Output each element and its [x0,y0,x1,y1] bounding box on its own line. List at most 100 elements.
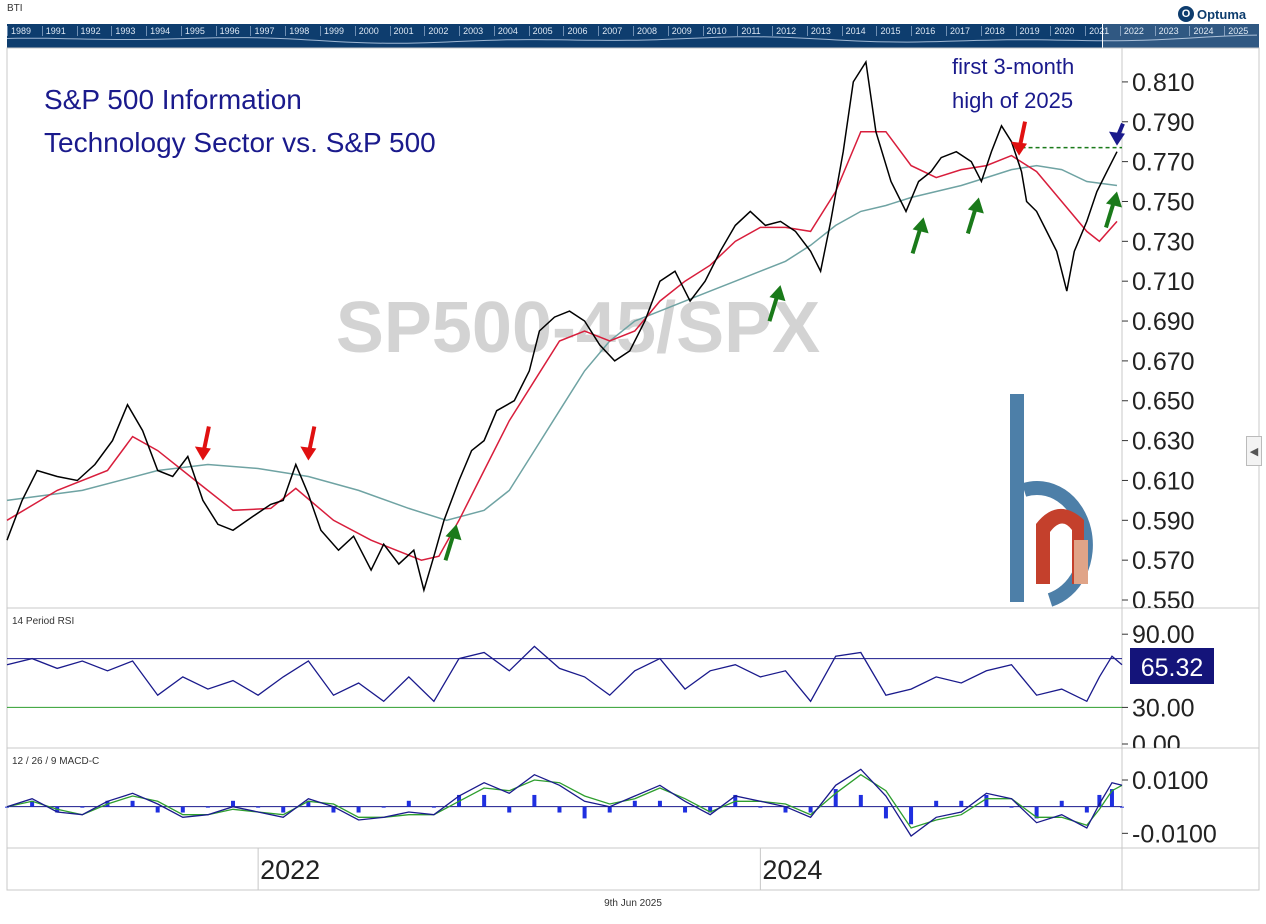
macd-histogram-bar [356,806,361,813]
macd-histogram-bar [205,806,210,808]
macd-histogram-bar [984,794,989,807]
macd-histogram-bar [331,806,336,813]
macd-panel-frame [6,747,1260,849]
rsi-panel-title: 14 Period RSI [12,616,74,627]
price-y-axis: 0.810 0.790 0.770 0.750 0.730 0.710 0.690 0.670… [1122,69,1195,615]
timeline-year-label: 1989 [7,26,31,36]
timeline-year-label: 2022 [1119,26,1144,36]
rsi-line [6,645,1123,703]
price-y-tick-label: 0.710 [1132,268,1195,296]
price-y-tick-label: 0.790 [1132,109,1195,137]
price-y-tick-label: 0.770 [1132,149,1195,177]
timeline-year-label: 2024 [1189,26,1213,36]
price-panel: SP500-45/SPX S&P 500 Information Technol… [6,54,1195,615]
macd-histogram-bar [808,806,813,813]
macd-histogram-bar [783,806,788,813]
macd-histogram-bar [30,800,35,807]
moving-average-long-line [6,164,1118,522]
arrow-up-icon [910,226,923,255]
arrow-down-icon-head [1108,131,1125,146]
macd-y-tick-label: 0.0100 [1132,767,1208,795]
publisher-logo [1010,394,1093,607]
price-y-tick-label: 0.550 [1132,587,1195,615]
macd-histogram-bar [657,800,662,807]
macd-histogram-bar [683,806,688,813]
timeline-year-label: 2025 [1224,26,1248,36]
macd-histogram-bar [557,806,562,813]
price-y-tick-label: 0.650 [1132,388,1195,416]
timeline-year-label: 1997 [250,26,274,36]
macd-histogram-bar [306,800,311,807]
price-y-tick-label: 0.570 [1132,547,1195,575]
macd-histogram-bar [80,806,85,808]
timeline-year-label: 1992 [76,26,101,36]
macd-histogram-bar [482,794,487,807]
arrow-down-icon [307,426,317,451]
macd-histogram-bar [833,789,838,807]
timeline-year-label: 2010 [702,26,727,36]
timeline-year-label: 2005 [528,26,553,36]
macd-panel-title: 12 / 26 / 9 MACD-C [12,756,99,767]
timeline-year-label: 2004 [493,26,518,36]
arrow-down-icon-head [1011,141,1028,156]
macd-panel: 12 / 26 / 9 MACD-C 0.0100 -0.0100 [5,756,1217,848]
price-line [6,59,1118,593]
macd-histogram-bar [959,800,964,807]
macd-histogram-bar [1059,800,1064,807]
price-y-tick-label: 0.730 [1132,228,1195,256]
price-y-tick-label: 0.750 [1132,188,1195,216]
price-y-tick-label: 0.670 [1132,348,1195,376]
timeline-year-label: 1991 [41,26,66,36]
arrow-up-icon-head [1105,191,1122,208]
timeline-year-label: 2001 [389,26,414,36]
timeline-year-label: 2002 [424,26,448,36]
macd-histogram-bar [582,806,587,819]
collapse-panel-toggle[interactable]: ◀ [1246,436,1262,466]
macd-line [6,768,1123,837]
arrow-down-icon-head [194,446,211,461]
arrow-down-icon-head [300,446,317,461]
timeline-year-label: 1998 [285,26,309,36]
macd-signal-line [6,773,1123,829]
macd-histogram-bar [180,806,185,813]
macd-histogram-bar [281,806,286,813]
macd-histogram-bar [632,800,637,807]
annotation-line-1: first 3-month [952,54,1074,79]
macd-histogram-bar [130,800,135,807]
timeline-year-label: 2000 [354,26,379,36]
panel-frames [6,47,1260,891]
macd-histogram-bar [381,806,386,808]
arrow-down-icon [1018,121,1027,147]
arrow-up-icon-head [769,285,786,302]
price-y-tick-label: 0.630 [1132,428,1195,456]
x-tick-label: 2024 [762,855,822,885]
timeline-year-label: 2013 [806,26,831,36]
macd-y-tick-label: -0.0100 [1132,820,1217,848]
macd-histogram-bar [1009,806,1014,808]
rsi-last-value: 65.32 [1141,654,1204,682]
macd-histogram-bar [1109,789,1114,807]
rsi-panel: 14 Period RSI 90.00 30.00 0.00 65.32 [6,616,1214,748]
rsi-panel-frame [6,607,1260,749]
rsi-y-tick-label: 90.00 [1132,621,1195,649]
x-axis-frame [6,847,1260,891]
timeline-year-label: 1999 [320,26,344,36]
rsi-y-axis: 90.00 30.00 0.00 [1122,621,1195,748]
arrow-down-icon [201,426,211,451]
chart-title-line-1: S&P 500 Information [44,84,302,115]
macd-histogram-bar [758,806,763,808]
timeline-year-label: 1994 [146,26,170,36]
macd-histogram-bar [256,806,261,808]
timeline-year-label: 1996 [215,26,240,36]
timeline-visible-range[interactable] [1102,24,1259,48]
macd-histogram-bar [607,806,612,813]
timeline-navigator[interactable]: 1989 1991 1992 1993 1994 1995 1996 1997 1998 1999… [7,24,1259,48]
signal-arrows [194,121,1125,561]
macd-histogram-bar [883,806,888,819]
timeline-overview-line [7,34,1258,44]
arrow-up-icon-head [912,217,929,234]
arrow-up-icon-head [445,524,462,541]
macd-histogram-bar [1097,794,1102,807]
macd-histogram-bar [909,806,914,825]
